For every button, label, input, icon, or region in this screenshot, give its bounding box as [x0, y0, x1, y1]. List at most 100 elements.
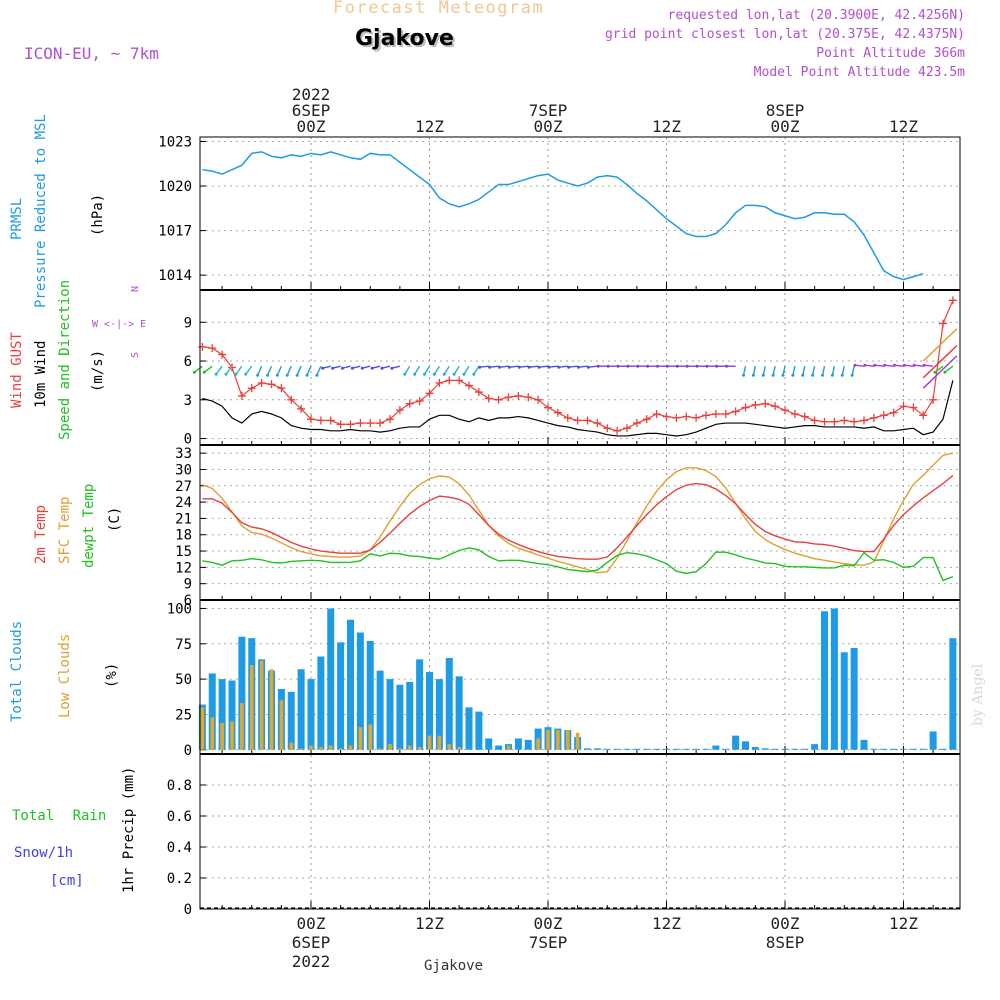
gust-marker: [524, 393, 533, 402]
y-tick-label: 12: [175, 560, 192, 576]
wind-arrow-head: [432, 372, 436, 376]
wind-arrow-head: [295, 373, 299, 377]
wind-arrow-head: [547, 365, 551, 369]
wind-arrow-head: [315, 373, 319, 377]
wind-direction-arrow: [934, 365, 944, 373]
gust-marker: [366, 419, 375, 428]
gust-marker: [405, 399, 414, 408]
wind-arrow-head: [442, 372, 446, 376]
wind-arrow-head: [883, 363, 887, 367]
wind-direction-arrow: [203, 365, 213, 373]
wind-arrow-head: [586, 365, 590, 369]
wind-direction-arrow: [922, 345, 958, 379]
gust-marker: [277, 384, 286, 393]
total-cloud-bar: [603, 748, 611, 750]
wind-direction-arrow: [296, 365, 302, 376]
wind-arrow-head: [498, 365, 501, 369]
gust-marker: [544, 403, 552, 412]
wind-arrow-head: [423, 372, 426, 376]
wind-direction-arrow: [306, 365, 312, 376]
wind-direction-arrow: [276, 365, 283, 376]
location-title: Gjakove: [355, 26, 454, 51]
total-cloud-bar: [663, 748, 670, 750]
wind-arrow-head: [761, 373, 765, 377]
total-cloud-bar: [208, 673, 216, 750]
wind-arrow-head: [478, 365, 482, 369]
gust-marker: [781, 406, 789, 415]
wind-direction-arrow: [489, 365, 499, 368]
gust-marker: [800, 412, 809, 421]
low-cloud-bar: [249, 664, 254, 750]
gust-marker: [711, 410, 720, 418]
low-cloud-bar: [299, 748, 303, 750]
total-cloud-bar: [900, 748, 907, 750]
gust-marker: [939, 319, 947, 328]
wind-direction-arrow: [752, 366, 757, 376]
total-cloud-bar: [613, 748, 621, 750]
wind-direction-arrow: [509, 365, 519, 368]
gust-marker: [494, 395, 503, 404]
wind-direction-arrow: [453, 365, 460, 375]
total-cloud-bar: [356, 632, 364, 750]
wind-arrow-head: [685, 364, 689, 368]
low-cloud-bar: [348, 745, 353, 750]
total-cloud-bar: [623, 748, 631, 750]
wind-arrow-head: [912, 363, 916, 367]
gust-marker: [484, 394, 493, 403]
y-tick-label: 24: [175, 495, 192, 511]
wind-arrow-head: [606, 364, 610, 368]
wind-arrow-head: [715, 364, 719, 368]
wind-direction-arrow: [772, 366, 776, 376]
gust-marker: [810, 416, 819, 425]
top-time-label: 8SEP: [766, 101, 805, 120]
gust-marker: [652, 410, 661, 418]
total-cloud-bar: [702, 748, 710, 750]
wind-arrow-head: [224, 372, 228, 376]
wind-direction-arrow: [811, 366, 816, 376]
wind-arrow-head: [350, 366, 354, 370]
gust-marker: [445, 376, 454, 385]
wind-direction-arrow: [519, 365, 529, 368]
low-cloud-bar: [289, 742, 294, 750]
total-cloud-bar: [781, 748, 789, 750]
gust-marker: [267, 380, 276, 389]
gust-marker: [247, 384, 256, 393]
gust-marker: [662, 412, 671, 421]
wind-arrow-head: [321, 366, 325, 370]
wind-direction-arrow: [578, 365, 588, 368]
total-rain-label: Total Rain: [12, 808, 107, 824]
wind-direction-arrow: [922, 328, 958, 362]
wind-direction-arrow: [529, 365, 539, 368]
wind-arrow-head: [244, 372, 248, 376]
low-cloud-bar: [220, 722, 224, 750]
gust-marker: [395, 406, 404, 415]
wind-arrow-head: [537, 365, 541, 369]
wind-arrow-head: [626, 364, 630, 368]
panel-frame: [199, 136, 961, 291]
wind-arrow-head: [781, 373, 785, 377]
wind-direction-arrow: [463, 365, 470, 375]
low-cloud-bar: [417, 746, 422, 750]
total-cloud-bar: [840, 652, 848, 750]
total-cloud-bar: [524, 739, 532, 750]
wind-arrow-head: [370, 366, 374, 370]
gust-marker: [307, 415, 315, 424]
low-cloud-bar: [338, 748, 343, 750]
wind-direction-arrow: [851, 366, 855, 376]
wind-direction-arrow: [922, 355, 958, 389]
y-tick-label: 27: [175, 479, 192, 495]
wind-arrow-head: [656, 364, 659, 368]
wind-direction-arrow: [821, 366, 826, 376]
wind-direction-arrow: [884, 364, 894, 367]
gust-marker: [316, 416, 325, 425]
total-cloud-bar: [347, 619, 354, 750]
low-cloud-bar: [536, 738, 540, 750]
wind-direction-arrow: [792, 366, 796, 376]
requested-lonlat: requested lon,lat (20.3900E, 42.4256N): [667, 8, 965, 23]
wind-direction-arrow: [548, 365, 558, 368]
gust-marker: [909, 403, 918, 412]
y-tick-label: 21: [175, 511, 192, 527]
wind-arrow-head: [275, 373, 279, 377]
total-cloud-bar: [801, 748, 809, 750]
wind-arrow-head: [873, 363, 877, 367]
